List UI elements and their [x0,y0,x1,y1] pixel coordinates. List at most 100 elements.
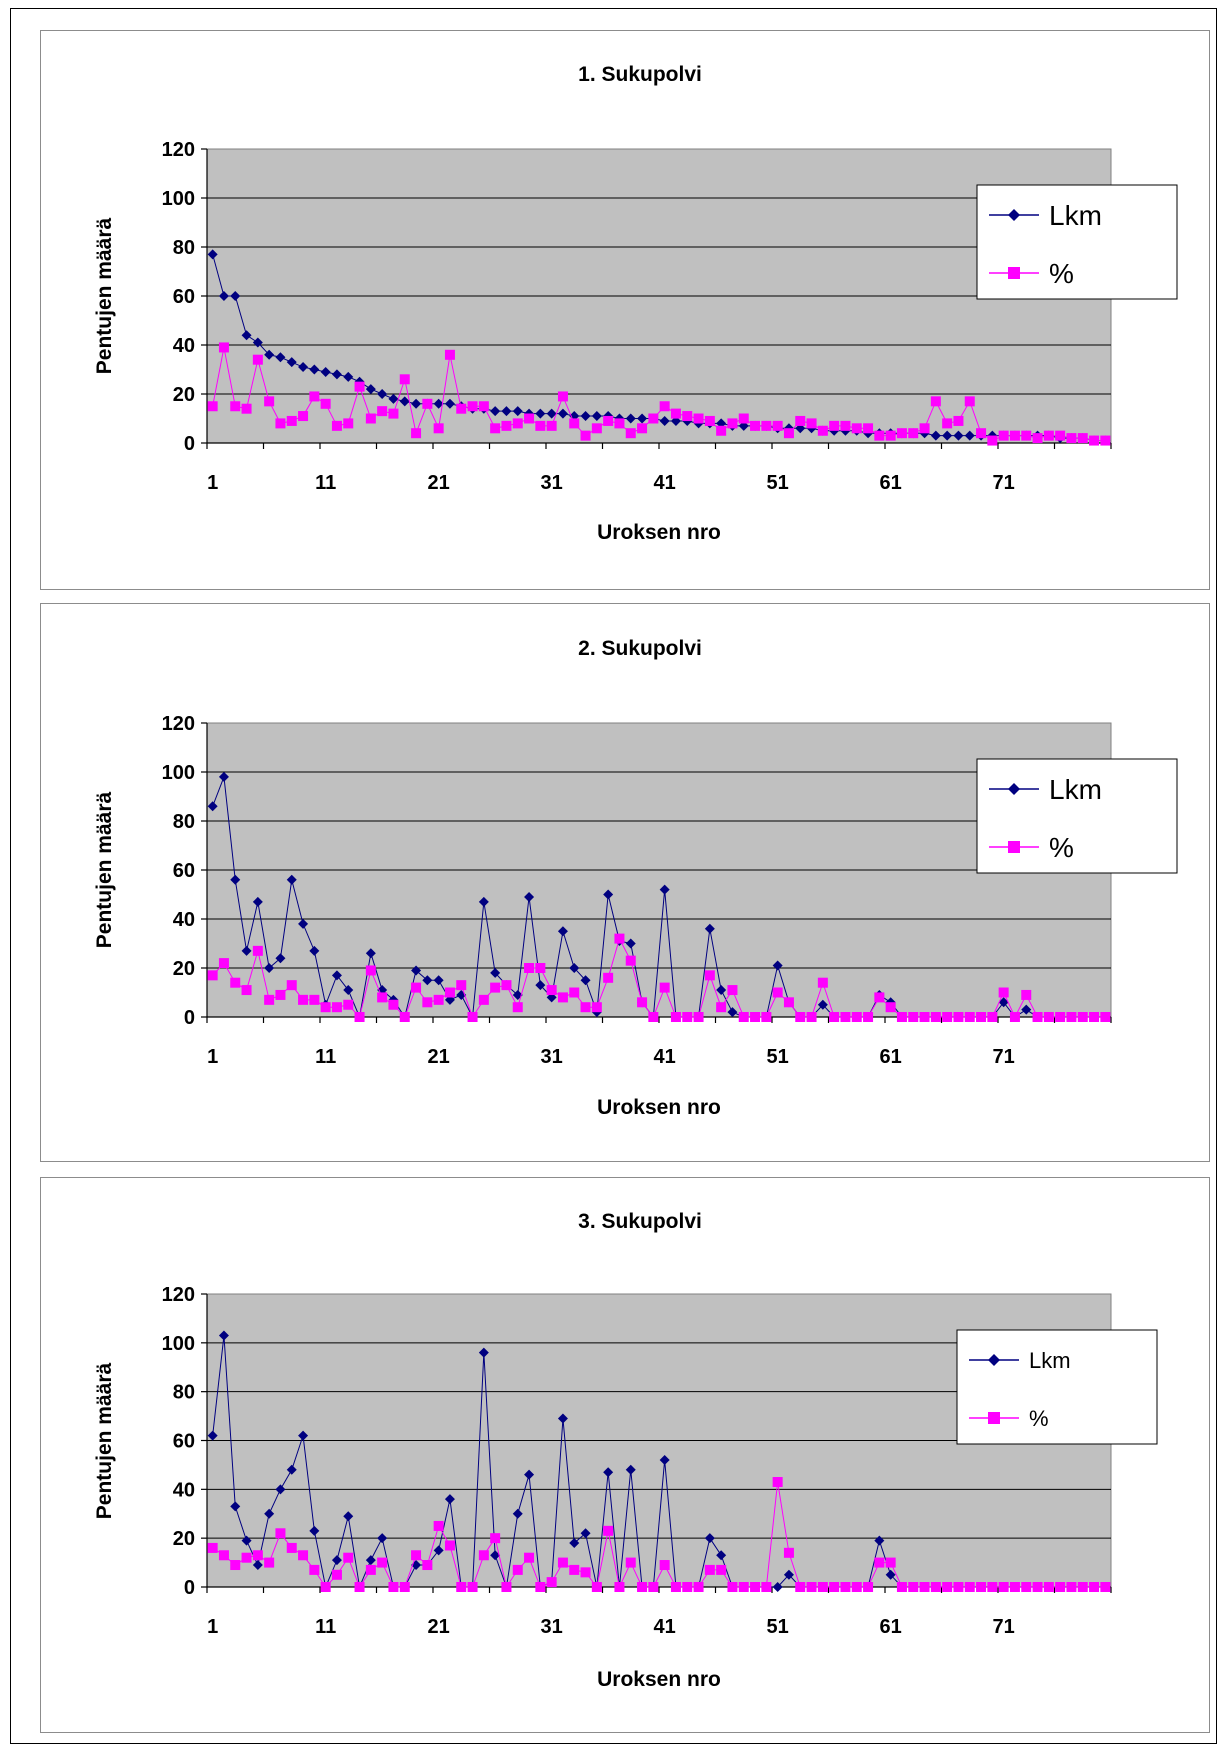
data-point [478,994,489,1005]
data-point [377,992,388,1003]
y-tick-label: 20 [173,384,195,406]
data-point [444,349,455,360]
data-point [1021,1004,1032,1015]
data-point [1100,1582,1111,1592]
y-axis-label: Pentujen määrä [93,217,116,374]
chart-panel-2: 2. Sukupolvi Uroksen nro Pentujen määrä … [40,603,1210,1162]
data-point [1009,1582,1020,1592]
data-point [648,1582,659,1592]
data-point [863,1012,874,1022]
data-point [829,1582,840,1592]
data-point [456,403,467,414]
data-point [569,963,580,973]
data-point [659,1560,670,1571]
data-point [625,413,636,424]
data-point [603,889,614,900]
data-point [331,369,342,380]
data-point [885,1569,896,1580]
data-point [433,423,444,434]
data-point [772,960,783,971]
data-point [512,418,523,429]
data-point [614,418,625,429]
data-point [218,291,229,301]
data-point [275,418,286,429]
data-point [377,1557,388,1568]
data-point [411,1550,422,1561]
data-point [230,1560,241,1571]
y-tick-label: 0 [184,1007,195,1029]
data-point [750,420,761,431]
data-point [433,1545,444,1556]
x-tick-label: 41 [654,1046,676,1068]
chart-title: 3. Sukupolvi [578,1210,702,1233]
data-point [761,1012,772,1022]
data-point [1100,435,1111,446]
data-point [942,1582,953,1592]
data-point [637,997,648,1008]
legend-label: Lkm [1029,1348,1071,1373]
data-point [1055,430,1066,441]
data-point [659,1455,670,1466]
data-point [309,1564,320,1575]
data-point [682,1582,693,1592]
data-point [704,923,715,934]
data-point [738,1582,749,1592]
series-percent [207,342,1111,446]
data-point [252,354,263,365]
data-point [885,1557,896,1568]
data-point [411,428,422,439]
data-point [761,420,772,431]
data-point [444,1540,455,1551]
data-point [919,1582,930,1592]
data-point [365,1564,376,1575]
data-point [422,997,433,1008]
data-point [682,411,693,422]
x-tick-label: 21 [428,1616,450,1638]
data-point [1066,433,1077,444]
data-point [286,874,297,885]
data-point [433,1520,444,1531]
data-point [919,423,930,434]
data-point [298,994,309,1005]
data-point [863,423,874,434]
data-point [286,1464,297,1475]
data-point [343,985,354,996]
data-point [738,1012,749,1022]
legend-label: % [1029,1406,1049,1431]
data-point [1077,1582,1088,1592]
data-point [1066,1012,1077,1022]
data-point [264,396,275,407]
x-tick-label: 51 [767,1046,789,1068]
x-tick-label: 31 [541,1616,563,1638]
data-point [557,992,568,1003]
data-point [501,1582,512,1592]
data-point [524,413,535,424]
data-point [388,1582,399,1592]
legend-label: % [1049,258,1074,289]
data-point [1043,1012,1054,1022]
data-point [580,411,591,422]
data-point [806,1012,817,1022]
data-point [331,1555,342,1566]
data-point [603,972,614,983]
y-tick-label: 20 [173,958,195,980]
series-percent [207,1477,1111,1592]
data-point [998,987,1009,998]
data-point [614,933,625,944]
data-point [580,1002,591,1013]
legend-box [976,184,1178,300]
data-point [456,1582,467,1592]
legend-marker [1008,841,1020,853]
data-point [298,918,309,929]
data-point [625,938,636,949]
data-point [365,965,376,976]
data-point [1089,1012,1100,1022]
data-point [377,406,388,417]
data-point [750,1012,761,1022]
y-axis-label: Pentujen määrä [93,1362,116,1519]
data-point [512,406,523,417]
data-point [241,403,252,414]
data-point [704,1533,715,1544]
data-point [546,420,557,431]
x-tick-label: 41 [654,472,676,494]
